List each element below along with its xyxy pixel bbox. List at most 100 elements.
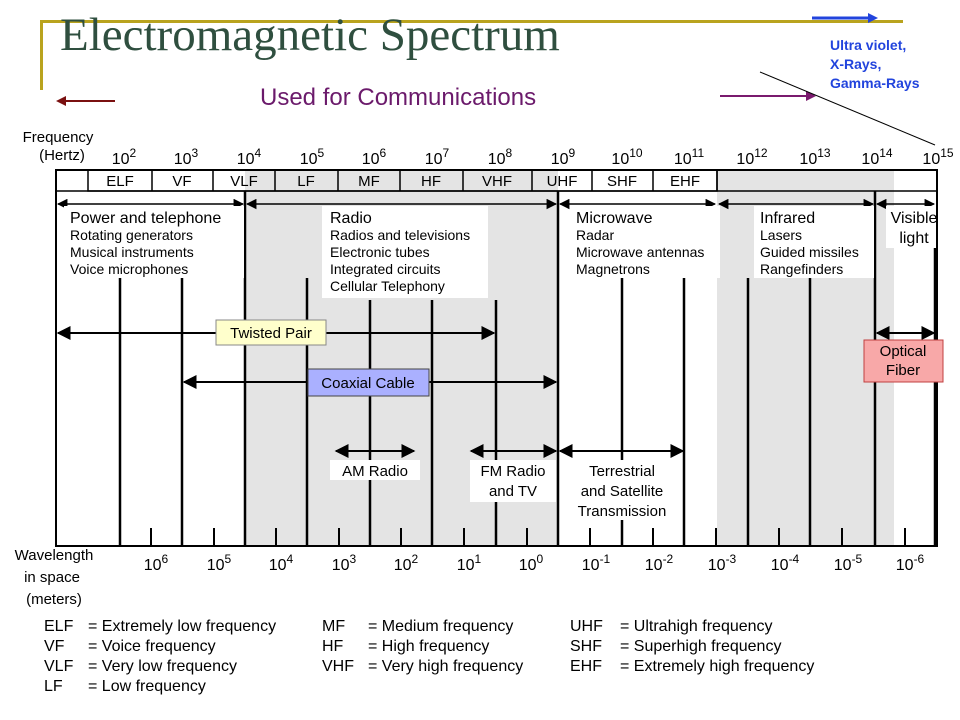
- region-box-infrared: [754, 206, 874, 278]
- wavelength-tick: 104: [269, 552, 294, 574]
- frequency-tick: 108: [488, 146, 513, 168]
- wavelength-tick: 10-1: [582, 552, 611, 574]
- frequency-tick: 1012: [736, 146, 767, 168]
- fm-tv-box: [470, 460, 556, 502]
- purple-arrowhead: [806, 91, 816, 101]
- optical-fiber-label-line2: Fiber: [886, 362, 920, 379]
- frequency-tick: 102: [112, 146, 137, 168]
- wavelength-tick: 102: [394, 552, 419, 574]
- frequency-tick: 103: [174, 146, 199, 168]
- legend-abbr: VHF: [322, 658, 354, 675]
- band-label-vhf: VHF: [482, 173, 512, 190]
- legend-abbr: MF: [322, 618, 346, 635]
- terrestrial-box: [562, 460, 682, 520]
- region-title-microwave: Microwave: [576, 210, 653, 227]
- legend-abbr: ELF: [44, 618, 74, 635]
- legend-meaning: = Medium frequency: [368, 618, 514, 635]
- band-label-lf: LF: [297, 173, 315, 190]
- band-label-shf: SHF: [607, 173, 637, 190]
- frequency-tick: 105: [300, 146, 325, 168]
- wavelength-tick: 101: [457, 552, 482, 574]
- region-item: Magnetrons: [576, 261, 650, 277]
- band-row-box: [87, 169, 718, 192]
- blue-top-arrowhead: [868, 13, 878, 23]
- legend-abbr: SHF: [570, 638, 602, 655]
- region-box-visible: [886, 206, 936, 248]
- legend-item: HF = High frequency: [322, 638, 489, 656]
- title-accent-bar: [40, 20, 903, 23]
- twisted-pair-label: Twisted Pair: [230, 325, 312, 342]
- legend-meaning: = Extremely low frequency: [88, 618, 277, 635]
- maroon-arrowhead: [56, 96, 66, 106]
- title-accent-stem: [40, 20, 43, 90]
- region-item: Lasers: [760, 227, 802, 243]
- region-item: Electronic tubes: [330, 244, 430, 260]
- legend-meaning: = Superhigh frequency: [620, 638, 782, 655]
- region-title-visible-line2: light: [899, 230, 929, 247]
- frequency-tick: 104: [237, 146, 262, 168]
- legend-meaning: = High frequency: [368, 638, 490, 655]
- band-label-hf: HF: [421, 173, 441, 190]
- legend-item: SHF = Superhigh frequency: [570, 638, 781, 656]
- region-item: Radios and televisions: [330, 227, 470, 243]
- region-item: Rotating generators: [70, 227, 193, 243]
- page-title: Electromagnetic Spectrum: [60, 9, 560, 61]
- frequency-tick: 1010: [611, 146, 642, 168]
- wavelength-label: Wavelength: [15, 547, 94, 564]
- region-item: Microwave antennas: [576, 244, 704, 260]
- legend-item: MF = Medium frequency: [322, 618, 513, 636]
- twisted-pair-box: [215, 319, 327, 346]
- frequency-tick: 1011: [674, 146, 705, 168]
- region-box-power: [64, 206, 244, 278]
- legend-item: ELF = Extremely low frequency: [44, 618, 276, 636]
- region-title-radio: Radio: [330, 210, 372, 227]
- wavelength-tick: 10-6: [896, 552, 925, 574]
- frequency-tick: 1014: [861, 146, 892, 168]
- uv-note-line: Ultra violet,: [830, 37, 907, 53]
- wavelength-tick: 106: [144, 552, 169, 574]
- wavelength-tick: 10-2: [645, 552, 674, 574]
- legend-item: VF = Voice frequency: [44, 638, 216, 656]
- frequency-tick: 109: [551, 146, 576, 168]
- wavelength-tick: 10-4: [771, 552, 800, 574]
- region-title-infrared: Infrared: [760, 210, 815, 227]
- uv-xray-gamma-note: Ultra violet, X-Rays, Gamma-Rays: [830, 36, 920, 93]
- frequency-tick: 106: [362, 146, 387, 168]
- legend-abbr: HF: [322, 638, 344, 655]
- band-label-vf: VF: [172, 173, 191, 190]
- am-radio-label: AM Radio: [342, 463, 408, 480]
- band-label-vlf: VLF: [230, 173, 258, 190]
- optical-fiber-label: Optical: [880, 343, 927, 360]
- legend-item: VHF = Very high frequency: [322, 658, 523, 676]
- legend-abbr: UHF: [570, 618, 603, 635]
- legend-meaning: = Voice frequency: [88, 638, 216, 655]
- wavelength-tick: 10-3: [708, 552, 737, 574]
- fm-tv-label: FM Radio: [480, 463, 545, 480]
- wavelength-tick: 105: [207, 552, 232, 574]
- fm-tv-label-line2: and TV: [489, 483, 537, 500]
- terrestrial-label: Terrestrial: [589, 463, 655, 480]
- legend-item: UHF = Ultrahigh frequency: [570, 618, 773, 636]
- frequency-tick: 1013: [799, 146, 830, 168]
- legend-abbr: VLF: [44, 658, 74, 675]
- region-item: Rangefinders: [760, 261, 843, 277]
- frequency-tick: 107: [425, 146, 450, 168]
- legend-meaning: = Ultrahigh frequency: [620, 618, 773, 635]
- terrestrial-label-line2: and Satellite: [581, 483, 664, 500]
- wavelength-unit: (meters): [26, 591, 82, 608]
- legend-meaning: = Low frequency: [88, 678, 206, 695]
- region-title-visible: Visible: [891, 210, 938, 227]
- legend-abbr: VF: [44, 638, 65, 655]
- wavelength-label-line2: in space: [24, 569, 80, 586]
- region-item: Guided missiles: [760, 244, 859, 260]
- region-title-power: Power and telephone: [70, 210, 221, 227]
- optical-fiber-box: [863, 339, 944, 383]
- legend-meaning: = Very low frequency: [88, 658, 237, 675]
- wavelength-tick: 103: [332, 552, 357, 574]
- legend-abbr: LF: [44, 678, 63, 695]
- region-item: Cellular Telephony: [330, 278, 445, 294]
- terrestrial-label-line3: Transmission: [578, 503, 667, 520]
- uv-note-line: Gamma-Rays: [830, 75, 920, 91]
- region-box-radio: [322, 206, 488, 298]
